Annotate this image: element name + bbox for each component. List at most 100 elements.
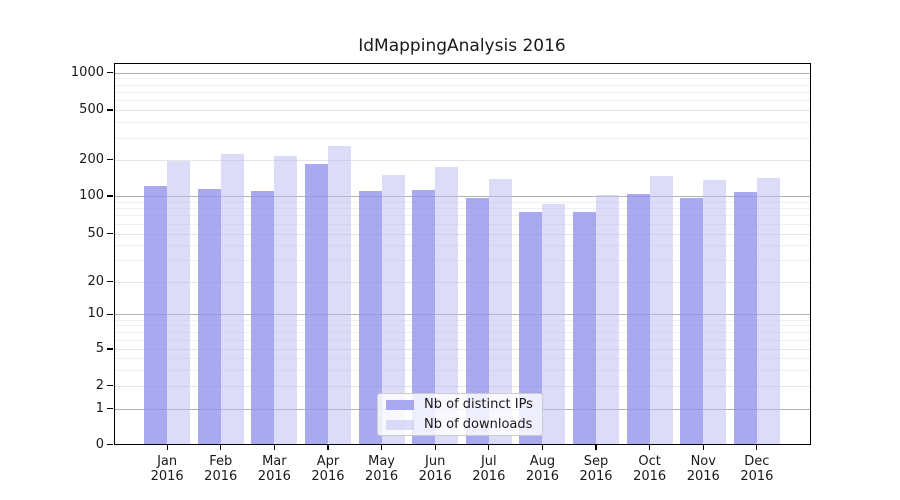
bar-nb-of-distinct-ips-nov (680, 197, 704, 445)
bar-nb-of-distinct-ips-oct (626, 193, 650, 445)
x-tick-mark-sep (595, 445, 597, 450)
x-tick-label-jul: Jul 2016 (472, 454, 506, 484)
y-tick-label-200: 200 (79, 151, 104, 167)
x-tick-label-may: May 2016 (365, 454, 399, 484)
gridline-y-3 (113, 369, 811, 371)
y-tick-label-5: 5 (95, 341, 104, 356)
bar-nb-of-distinct-ips-dec (733, 192, 757, 445)
gridline-y-100 (113, 196, 811, 197)
bar-nb-of-downloads-dec (756, 177, 780, 445)
gridline-y-8 (113, 325, 811, 327)
gridline-y-2 (113, 385, 811, 387)
chart-legend: Nb of distinct IPs Nb of downloads (377, 393, 543, 436)
bar-nb-of-downloads-apr (327, 145, 351, 445)
x-tick-mark-oct (649, 445, 651, 450)
legend-swatch-nb-of-distinct-ips (386, 399, 414, 410)
x-tick-mark-dec (756, 445, 758, 450)
gridline-y-90 (113, 201, 811, 203)
x-tick-mark-jun (434, 445, 436, 450)
gridline-y-30 (113, 260, 811, 262)
bar-nb-of-distinct-ips-feb (197, 189, 221, 445)
gridline-y-40 (113, 245, 811, 247)
y-tick-label-1000: 1000 (70, 64, 104, 80)
legend-item-nb-of-distinct-ips: Nb of distinct IPs (386, 396, 534, 413)
x-tick-mark-jan (166, 445, 168, 450)
y-tick-label-20: 20 (87, 273, 104, 289)
y-tick-label-0: 0 (95, 436, 104, 452)
x-tick-label-oct: Oct 2016 (633, 454, 667, 484)
y-tick-mark-10 (107, 313, 113, 315)
gridline-y-5 (113, 349, 811, 350)
y-tick-mark-100 (107, 195, 113, 197)
gridline-y-7 (113, 332, 811, 334)
bar-nb-of-downloads-may (381, 175, 405, 445)
legend-swatch-nb-of-downloads (386, 419, 414, 430)
bar-nb-of-downloads-sep (596, 194, 620, 445)
x-tick-label-nov: Nov 2016 (686, 454, 720, 484)
y-tick-label-1: 1 (95, 400, 104, 416)
gridline-y-9 (113, 319, 811, 321)
bar-nb-of-downloads-oct (649, 175, 673, 445)
gridline-y-4 (113, 357, 811, 359)
bar-nb-of-distinct-ips-mar (251, 190, 275, 445)
gridline-y-200 (113, 159, 811, 161)
gridline-y-900 (113, 78, 811, 80)
gridline-y-500 (113, 110, 811, 111)
bar-nb-of-distinct-ips-may (358, 190, 382, 445)
gridline-y-6 (113, 339, 811, 341)
bar-nb-of-downloads-jul (488, 179, 512, 445)
x-tick-label-jun: Jun 2016 (418, 454, 452, 484)
x-tick-label-apr: Apr 2016 (311, 454, 345, 484)
gridline-y-400 (113, 122, 811, 124)
legend-label-nb-of-downloads: Nb of downloads (424, 416, 533, 432)
x-tick-label-jan: Jan 2016 (150, 454, 184, 484)
bar-nb-of-distinct-ips-jun (412, 189, 436, 445)
legend-label-nb-of-distinct-ips: Nb of distinct IPs (424, 396, 533, 412)
gridline-y-600 (113, 100, 811, 102)
gridline-y-50 (113, 233, 811, 235)
y-tick-label-50: 50 (87, 225, 104, 241)
gridline-y-1000 (113, 72, 811, 74)
x-tick-label-sep: Sep 2016 (579, 454, 613, 484)
x-tick-mark-aug (541, 445, 543, 450)
bar-nb-of-downloads-mar (274, 156, 298, 445)
gridline-y-10 (113, 314, 811, 316)
y-tick-label-500: 500 (79, 102, 104, 117)
x-tick-mark-mar (273, 445, 275, 450)
x-tick-label-dec: Dec 2016 (740, 454, 774, 484)
x-tick-mark-jul (488, 445, 490, 450)
y-tick-mark-0 (107, 443, 113, 446)
x-tick-mark-may (380, 445, 383, 450)
x-tick-mark-nov (702, 445, 704, 450)
gridline-y-300 (113, 137, 811, 139)
gridline-y-800 (113, 84, 811, 86)
gridline-y-60 (113, 223, 811, 225)
gridline-y-80 (113, 208, 811, 210)
x-tick-label-feb: Feb 2016 (204, 454, 238, 484)
x-tick-label-mar: Mar 2016 (257, 454, 291, 484)
bar-nb-of-distinct-ips-sep (573, 211, 597, 445)
legend-item-nb-of-downloads: Nb of downloads (386, 416, 534, 433)
y-tick-mark-1000 (107, 71, 113, 74)
bar-nb-of-downloads-aug (542, 203, 566, 445)
x-tick-mark-apr (327, 445, 329, 450)
y-tick-mark-5 (107, 348, 113, 350)
y-tick-mark-20 (107, 281, 113, 283)
y-tick-label-100: 100 (79, 188, 104, 203)
chart-title: IdMappingAnalysis 2016 (358, 36, 566, 56)
bar-nb-of-downloads-feb (220, 153, 244, 445)
gridline-y-70 (113, 215, 811, 217)
y-tick-label-10: 10 (87, 306, 104, 322)
bar-nb-of-downloads-nov (703, 180, 727, 445)
bar-nb-of-downloads-jan (167, 160, 191, 445)
y-tick-mark-2 (107, 385, 113, 387)
bar-nb-of-downloads-jun (435, 166, 459, 445)
bar-nb-of-distinct-ips-jul (465, 198, 489, 445)
y-tick-label-2: 2 (95, 377, 104, 393)
plot-area (113, 63, 811, 445)
bar-nb-of-distinct-ips-apr (304, 164, 328, 445)
bar-nb-of-distinct-ips-aug (519, 211, 543, 445)
y-tick-mark-50 (107, 232, 113, 235)
y-tick-mark-200 (107, 158, 113, 161)
